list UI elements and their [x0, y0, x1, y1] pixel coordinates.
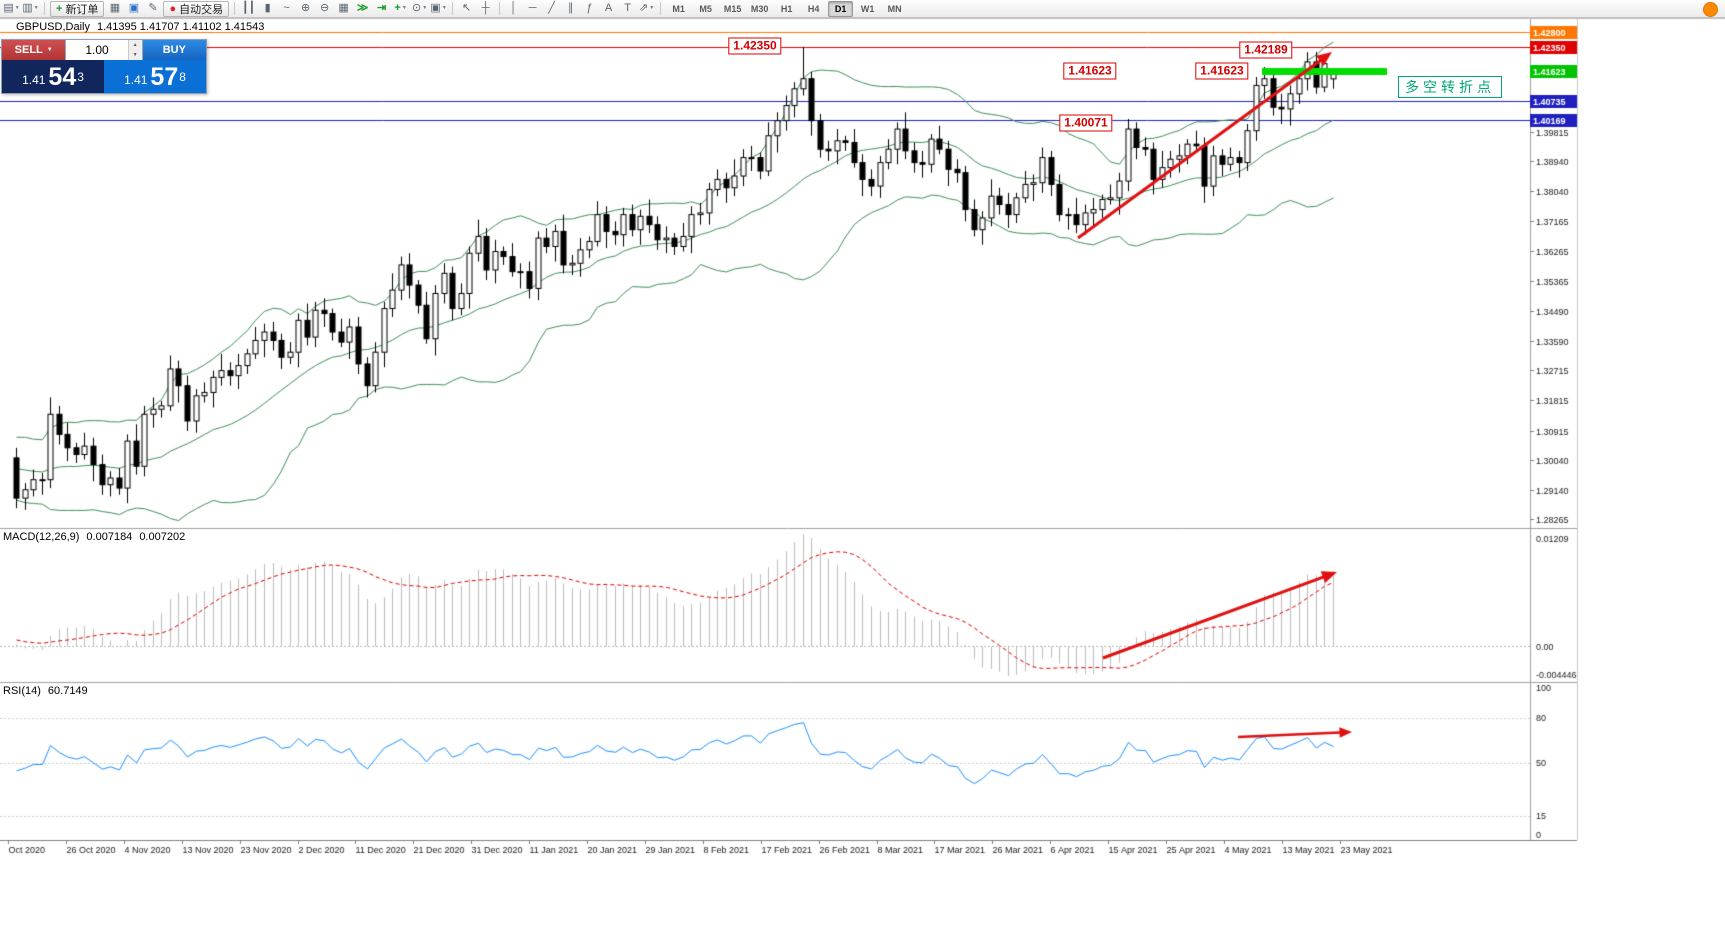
new-order-label: 新订单 — [65, 3, 99, 16]
sell-label: SELL — [14, 44, 43, 56]
rsi-name: RSI(14) — [3, 685, 41, 697]
sell-button[interactable]: SELL ▼ — [2, 40, 66, 60]
periods-button[interactable]: ⊙ ▼ — [412, 2, 428, 14]
toolbar-separator — [44, 2, 45, 15]
macd-main-value: 0.007184 — [86, 531, 133, 543]
macd-label: MACD(12,26,9) 0.007184 0.007202 — [3, 531, 192, 543]
metaeditor-button[interactable]: ✎ — [148, 2, 158, 14]
chart-ohlc-header: GBPUSD,Daily 1.41395 1.41707 1.41102 1.41… — [16, 21, 264, 33]
plus-icon: + — [394, 2, 401, 14]
tf-m15-button[interactable]: M15 — [723, 3, 742, 14]
symbol-period-label: GBPUSD,Daily — [16, 21, 90, 33]
buy-price-sup: 8 — [179, 70, 186, 84]
zoom-in-button[interactable]: ⊕ — [300, 2, 311, 14]
price-callout[interactable]: 1.42350 — [728, 37, 782, 55]
tf-m30-button[interactable]: M30 — [750, 3, 769, 14]
toolbar-separator — [234, 2, 236, 15]
buy-price-big: 57 — [150, 63, 179, 91]
horizontal-line-button[interactable]: ─ — [528, 2, 537, 14]
text-label-button[interactable]: T — [624, 2, 631, 14]
new-order-button[interactable]: + 新订单 — [50, 0, 105, 17]
chevron-down-icon: ▼ — [441, 5, 447, 11]
bar-chart-button[interactable]: ┃┃ — [241, 2, 256, 14]
autoscroll-button[interactable]: ≫ — [356, 2, 369, 14]
chevron-down-icon: ▼ — [401, 5, 407, 11]
turning-point-note[interactable]: 多空转折点 — [1398, 76, 1502, 98]
chevron-down-icon: ▼ — [649, 5, 655, 11]
rsi-label: RSI(14) 60.7149 — [3, 685, 95, 697]
cursor-button[interactable]: ↖ — [461, 2, 472, 14]
sell-price-prefix: 1.41 — [22, 73, 46, 87]
tf-h4-button[interactable]: H4 — [807, 3, 820, 14]
autotrading-button[interactable]: ● 自动交易 — [163, 0, 230, 17]
ohlc-values: 1.41395 1.41707 1.41102 1.41543 — [96, 21, 265, 33]
line-chart-button[interactable]: ~ — [283, 2, 290, 14]
notification-badge[interactable] — [1703, 2, 1718, 17]
toolbar-separator — [660, 2, 662, 15]
toolbar-separator — [499, 2, 501, 15]
volume-steppers: ▲ ▼ — [127, 40, 142, 60]
crosshair-button[interactable]: ┼ — [481, 2, 490, 14]
tf-m5-button[interactable]: M5 — [699, 3, 712, 14]
sell-price[interactable]: 1.41 54 3 — [2, 60, 104, 93]
volume-field: ▲ ▼ — [65, 40, 143, 60]
fibonacci-button[interactable]: ƒ — [586, 2, 593, 14]
toolbar: ▤ ▼ ▥ ▼ + 新订单 ▦ ▣ ✎ ● 自动交易 ┃┃ ▮ ~ ⊕ ⊖ ▦ ≫ ⇥ … — [0, 0, 1725, 18]
autotrading-status-icon: ● — [169, 2, 177, 15]
macd-signal-value: 0.007202 — [139, 531, 186, 543]
buy-button[interactable]: BUY — [142, 40, 206, 60]
zoom-out-button[interactable]: ⊖ — [319, 2, 330, 14]
arrows-button[interactable]: ⇗ ▼ — [639, 2, 655, 14]
buy-price[interactable]: 1.41 57 8 — [104, 60, 206, 93]
tf-d1-button[interactable]: D1 — [828, 0, 854, 17]
indicators-button[interactable]: + ▼ — [392, 1, 409, 16]
autotrading-label: 自动交易 — [179, 3, 224, 16]
toolbar-separator — [452, 2, 454, 15]
chevron-down-icon: ▼ — [14, 5, 20, 11]
price-callout[interactable]: 1.41623 — [1063, 62, 1117, 80]
text-button[interactable]: A — [604, 2, 613, 14]
candlestick-chart-button[interactable]: ▮ — [264, 2, 271, 14]
templates-button[interactable]: ▣ ▼ — [430, 2, 447, 14]
tf-h1-button[interactable]: H1 — [780, 3, 793, 14]
chart-shift-button[interactable]: ⇥ — [376, 2, 387, 14]
price-callout[interactable]: 1.40071 — [1059, 114, 1113, 132]
plus-icon: + — [56, 2, 63, 15]
chevron-down-icon[interactable]: ▼ — [46, 47, 53, 53]
vertical-line-button[interactable]: │ — [510, 2, 518, 14]
rsi-value: 60.7149 — [47, 685, 88, 697]
price-callout[interactable]: 1.41623 — [1195, 62, 1249, 80]
new-chart-button[interactable]: ▤ ▼ — [3, 2, 20, 14]
market-watch-button[interactable]: ▦ — [109, 2, 121, 14]
volume-down-button[interactable]: ▼ — [128, 50, 142, 60]
trendline-button[interactable]: ╱ — [548, 2, 555, 14]
terminal-button[interactable]: ▣ — [128, 2, 140, 14]
volume-up-button[interactable]: ▲ — [128, 40, 142, 50]
chevron-down-icon: ▼ — [33, 5, 39, 11]
price-callout[interactable]: 1.42189 — [1239, 41, 1293, 59]
tf-mn-button[interactable]: MN — [887, 3, 902, 14]
chevron-down-icon: ▼ — [422, 5, 428, 11]
tf-m1-button[interactable]: M1 — [672, 3, 685, 14]
profiles-button[interactable]: ▥ ▼ — [22, 2, 39, 14]
sell-price-sup: 3 — [77, 70, 84, 84]
volume-input[interactable] — [66, 40, 128, 60]
tf-w1-button[interactable]: W1 — [860, 3, 875, 14]
channel-button[interactable]: ∥ — [567, 2, 574, 14]
macd-name: MACD(12,26,9) — [3, 531, 80, 543]
tile-windows-button[interactable]: ▦ — [338, 2, 349, 14]
buy-price-prefix: 1.41 — [124, 73, 148, 87]
sell-price-big: 54 — [48, 63, 77, 91]
